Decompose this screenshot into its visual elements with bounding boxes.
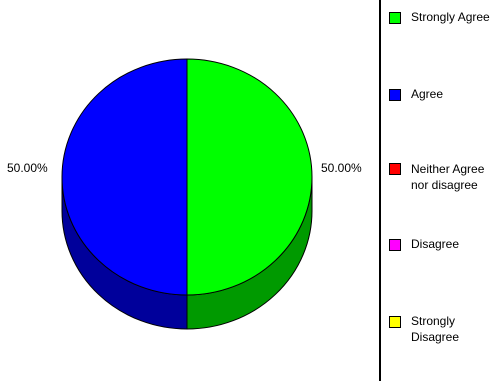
legend-label-neither: Neither Agree nor disagree — [411, 162, 485, 192]
legend-label-disagree: Disagree — [411, 237, 460, 251]
pie-slice-agree — [61, 58, 188, 296]
pie-group — [61, 58, 313, 330]
slice-label-agree: 50.00% — [7, 161, 48, 175]
legend-swatch-agree — [389, 89, 401, 101]
legend-label-strongly-agree: Strongly Agree — [411, 10, 490, 24]
legend-swatch-strongly-agree — [389, 12, 401, 24]
legend-swatch-strongly-disagree — [389, 316, 401, 328]
legend-swatch-disagree — [389, 239, 401, 251]
legend-swatch-neither — [389, 163, 401, 175]
legend-label-agree: Agree — [411, 87, 444, 101]
pie-slice-strongly-agree — [186, 58, 313, 296]
legend-divider — [379, 0, 381, 381]
slice-label-strongly-agree: 50.00% — [321, 161, 362, 175]
legend-label-strongly-disagree: Strongly Disagree — [411, 314, 460, 344]
